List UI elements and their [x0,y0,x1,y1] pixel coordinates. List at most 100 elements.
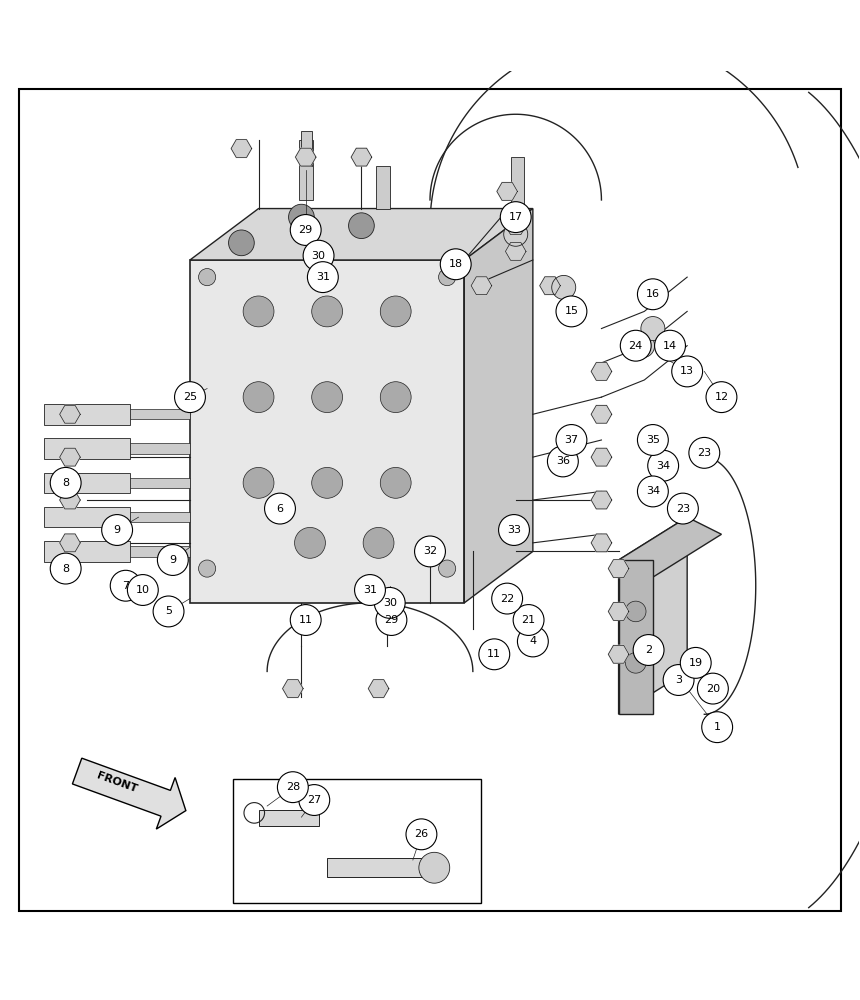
Text: 27: 27 [307,795,322,805]
Circle shape [633,635,664,665]
Circle shape [499,515,530,545]
Polygon shape [608,560,629,577]
Circle shape [641,317,665,341]
Circle shape [101,515,132,545]
Circle shape [479,639,510,670]
Circle shape [175,382,206,413]
Circle shape [278,772,308,803]
Circle shape [243,382,274,413]
Text: 11: 11 [488,649,501,659]
Polygon shape [368,680,389,697]
Circle shape [620,330,651,361]
Polygon shape [540,277,561,295]
Text: 15: 15 [564,306,579,316]
Text: 11: 11 [298,615,313,625]
Polygon shape [190,209,533,260]
Polygon shape [283,680,303,697]
Circle shape [637,425,668,455]
Bar [301,131,311,166]
Text: 9: 9 [169,555,176,565]
Circle shape [298,785,329,815]
Text: 17: 17 [508,212,523,222]
Circle shape [697,673,728,704]
Circle shape [153,596,184,627]
Circle shape [363,527,394,558]
Text: 36: 36 [556,456,570,466]
Text: 29: 29 [298,225,313,235]
Circle shape [625,601,646,622]
Circle shape [637,279,668,310]
Circle shape [199,560,216,577]
Circle shape [406,819,437,850]
Text: 4: 4 [529,636,537,646]
Circle shape [439,269,456,286]
Text: 13: 13 [680,366,694,376]
Bar [44,473,130,493]
Circle shape [380,296,411,327]
Circle shape [380,467,411,498]
Text: 37: 37 [564,435,579,445]
Text: 33: 33 [507,525,521,535]
Polygon shape [618,517,687,714]
Text: 24: 24 [629,341,643,351]
Circle shape [307,262,338,293]
Text: 14: 14 [663,341,677,351]
Circle shape [348,213,374,239]
Text: 3: 3 [675,675,682,685]
Circle shape [50,553,81,584]
Circle shape [127,575,158,605]
Circle shape [110,570,141,601]
Text: 29: 29 [384,615,398,625]
Circle shape [556,425,587,455]
Circle shape [548,446,578,477]
Circle shape [303,240,334,271]
Text: 8: 8 [62,564,70,574]
Circle shape [501,202,531,233]
Circle shape [518,626,549,657]
Text: 25: 25 [183,392,197,402]
Circle shape [199,269,216,286]
Circle shape [504,222,528,246]
Circle shape [625,653,646,673]
Circle shape [291,215,321,245]
Circle shape [680,647,711,678]
Circle shape [513,605,544,635]
Text: 23: 23 [697,448,711,458]
Circle shape [663,665,694,695]
Circle shape [706,382,737,413]
Polygon shape [506,242,526,260]
Circle shape [556,296,587,327]
Text: 10: 10 [136,585,150,595]
Bar [44,438,130,459]
Circle shape [552,275,575,299]
Text: 31: 31 [363,585,377,595]
Text: 23: 23 [676,504,690,514]
Bar [376,166,390,209]
Text: 21: 21 [521,615,536,625]
Bar [298,140,312,200]
Text: 34: 34 [646,486,660,496]
Circle shape [689,437,720,468]
Circle shape [654,330,685,361]
Text: 34: 34 [656,461,670,471]
Text: 12: 12 [715,392,728,402]
Bar [44,507,130,527]
Text: 22: 22 [500,594,514,604]
Polygon shape [618,560,653,714]
Text: 16: 16 [646,289,660,299]
Polygon shape [72,758,186,829]
Text: 26: 26 [415,829,428,839]
Circle shape [672,356,703,387]
Text: 1: 1 [714,722,721,732]
Bar [512,157,525,209]
Text: 30: 30 [383,598,396,608]
Bar [327,858,430,877]
Circle shape [157,545,188,575]
Circle shape [492,583,523,614]
Polygon shape [591,448,611,466]
Circle shape [50,467,81,498]
Circle shape [637,476,668,507]
Bar [130,443,190,454]
Circle shape [229,230,255,256]
Polygon shape [351,148,372,166]
